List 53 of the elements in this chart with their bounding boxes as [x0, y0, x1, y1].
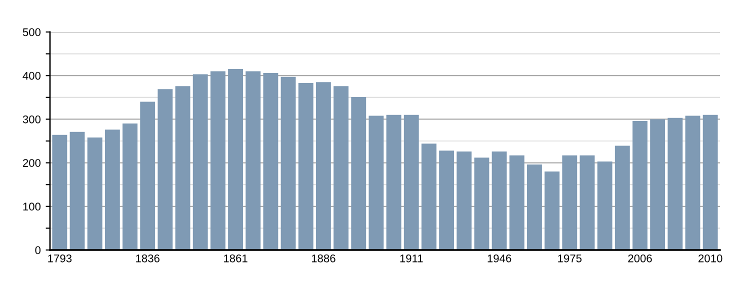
- bar: [158, 89, 173, 250]
- bar: [509, 155, 524, 250]
- y-tick-label: 0: [35, 246, 41, 254]
- x-tick-label: 1911: [400, 254, 423, 262]
- y-tick-label: 300: [22, 115, 41, 124]
- bar: [316, 82, 331, 250]
- bar: [104, 130, 120, 250]
- bar: [702, 114, 718, 250]
- bar: [334, 86, 349, 250]
- bar: [386, 114, 402, 250]
- bar: [192, 74, 208, 250]
- x-tick-label: 1793: [48, 254, 72, 262]
- bar: [210, 71, 226, 250]
- bar: [439, 150, 454, 250]
- bar: [492, 151, 507, 250]
- bar: [456, 151, 472, 250]
- bar: [52, 134, 68, 250]
- x-tick-label: 2010: [698, 254, 722, 262]
- bar: [298, 83, 314, 250]
- bar: [87, 138, 102, 250]
- bar: [685, 116, 700, 250]
- bar: [527, 164, 542, 250]
- bar: [280, 76, 296, 250]
- y-tick-label: 100: [23, 202, 41, 211]
- bar: [544, 172, 560, 250]
- bar: [368, 116, 384, 250]
- bar: [228, 69, 243, 250]
- bar: [632, 120, 648, 250]
- bar: [140, 102, 156, 250]
- bar: [668, 118, 683, 250]
- bar: [421, 144, 436, 250]
- bar: [597, 161, 612, 250]
- x-tick-label: 1886: [312, 254, 336, 262]
- y-tick-label: 500: [22, 28, 41, 36]
- x-tick-label: 1861: [224, 254, 248, 262]
- x-tick-label: 2006: [628, 254, 652, 262]
- bar: [562, 155, 578, 250]
- bar: [122, 124, 138, 250]
- bar: [404, 114, 419, 250]
- x-tick-label: 1975: [558, 254, 582, 262]
- y-tick-label: 400: [22, 72, 41, 80]
- bar: [474, 158, 490, 250]
- x-tick-label: 1836: [136, 254, 160, 262]
- bar: [263, 72, 278, 250]
- bar: [175, 86, 190, 250]
- bar: [246, 71, 261, 250]
- bar: [580, 155, 595, 250]
- y-tick-label: 200: [22, 159, 41, 167]
- bar: [650, 119, 666, 250]
- bar: [70, 132, 85, 250]
- bar: [614, 146, 630, 250]
- x-tick-label: 1946: [488, 254, 512, 262]
- bar: [351, 96, 366, 250]
